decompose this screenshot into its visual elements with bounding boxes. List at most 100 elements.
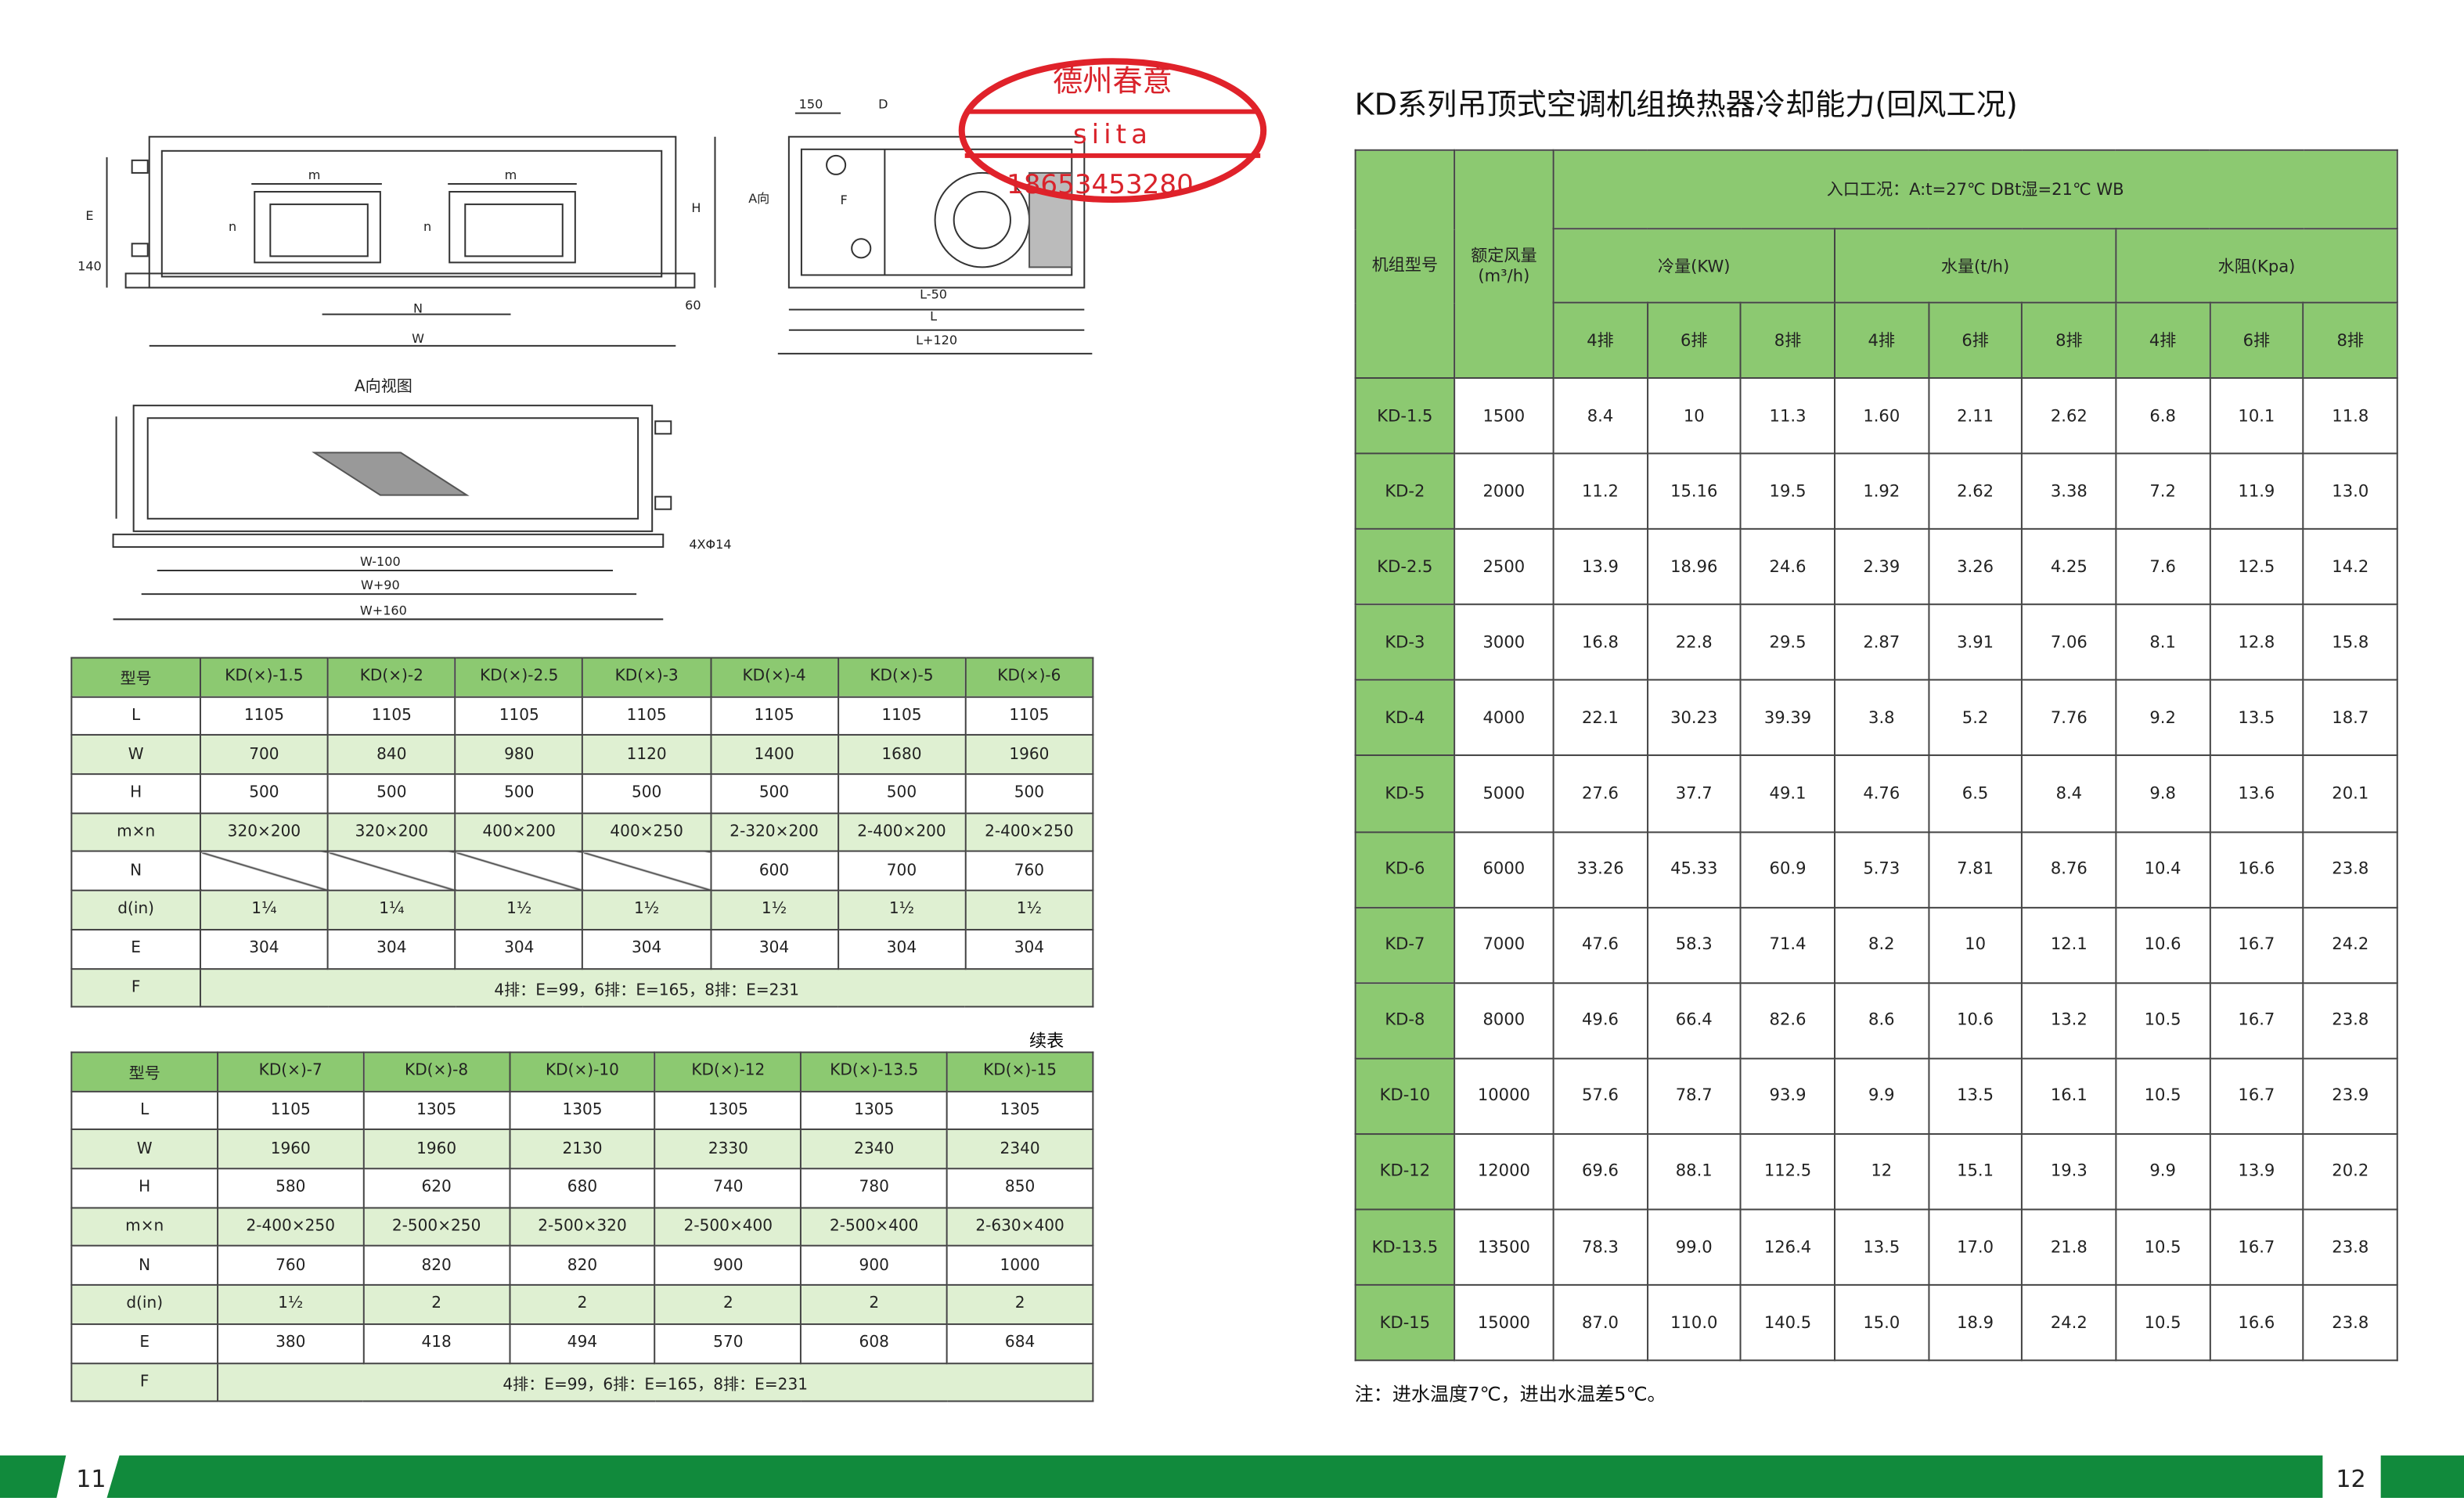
row-label: W — [70, 1128, 219, 1170]
cell: 3.8 — [1833, 679, 1929, 757]
front-view — [106, 135, 716, 347]
empty-cell — [582, 851, 711, 892]
cell: 23.9 — [2302, 1057, 2398, 1135]
table-row: KD-4 4000 22.1 30.23 39.39 3.8 5.2 7.76 9.2 13.5 1… — [1354, 679, 2398, 757]
cell: 2.62 — [1927, 452, 2023, 531]
cell: 494 — [508, 1323, 657, 1364]
cell: 10 — [1927, 906, 2023, 984]
cell: 23.8 — [2302, 1208, 2398, 1287]
dimension-label: m — [308, 167, 321, 182]
cell: 18.96 — [1646, 528, 1742, 606]
cell: 11.2 — [1552, 452, 1648, 531]
header-cell: KD(×)-8 — [362, 1051, 510, 1092]
cell: 700 — [837, 851, 967, 892]
cell: 2-500×400 — [654, 1206, 802, 1247]
header-cell: 6排 — [1927, 301, 2023, 380]
capacity-title: KD系列吊顶式空调机组换热器冷却能力(回风工况) — [1354, 88, 2018, 123]
cell: 8000 — [1454, 981, 1554, 1060]
cell: 19.5 — [1740, 452, 1835, 531]
row-label: L — [70, 1090, 219, 1131]
table-row: KD-13.5 13500 78.3 99.0 126.4 13.5 17.0 21.8 10.… — [1354, 1208, 2398, 1287]
table-row: KD-15 15000 87.0 110.0 140.5 15.0 18.9 24.2 10.5… — [1354, 1284, 2398, 1362]
cell: 87.0 — [1552, 1284, 1648, 1362]
model-cell: KD-10 — [1354, 1057, 1456, 1135]
cell: 12 — [1833, 1132, 1929, 1211]
cell: 15.0 — [1833, 1284, 1929, 1362]
header-cell: 机组型号 — [1354, 149, 1456, 380]
header-cell: 4排 — [1552, 301, 1648, 380]
cell: 700 — [199, 734, 329, 776]
cell: 11.8 — [2302, 377, 2398, 455]
cell: 1680 — [837, 734, 967, 776]
dimension-label: E — [85, 208, 93, 223]
table-row: E 380 418 494 570 608 684 — [70, 1323, 1094, 1364]
cell: 1105 — [709, 696, 839, 736]
model-cell: KD-6 — [1354, 830, 1456, 909]
note: 注：进水温度7℃，进出水温差5℃。 — [1354, 1383, 1666, 1406]
header-cell: KD(×)-10 — [508, 1051, 657, 1092]
cell: 1105 — [326, 696, 456, 736]
cell: 980 — [454, 734, 584, 776]
cell: 7.06 — [2021, 603, 2117, 682]
cell: 900 — [800, 1245, 948, 1287]
cell: 320×200 — [199, 812, 329, 853]
cell: 2500 — [1454, 528, 1554, 606]
cell: 13.2 — [2021, 981, 2117, 1060]
header-cell: 额定风量(m³/h) — [1454, 149, 1554, 380]
model-cell: KD-4 — [1354, 679, 1456, 757]
cell: 1.92 — [1833, 452, 1929, 531]
row-label: F — [70, 1362, 219, 1402]
dimension-label: L+120 — [916, 333, 957, 347]
cell: 13.6 — [2209, 754, 2304, 833]
cell: 13.5 — [1833, 1208, 1929, 1287]
cell: 304 — [199, 928, 329, 970]
stamp: 德州春意 siita 18653453280 — [958, 58, 1267, 203]
header-cell: KD(×)-3 — [582, 657, 711, 698]
table-row: KD-12 12000 69.6 88.1 112.5 12 15.1 19.3 9.9 13.9… — [1354, 1132, 2398, 1211]
cell: 1305 — [654, 1090, 802, 1131]
cell: 6000 — [1454, 830, 1554, 909]
cell: 58.3 — [1646, 906, 1742, 984]
cell: 2.87 — [1833, 603, 1929, 682]
cell: 1400 — [709, 734, 839, 776]
cell: 320×200 — [326, 812, 456, 853]
footer-bar: 11 12 — [0, 1455, 2464, 1499]
cell: 8.4 — [2021, 754, 2117, 833]
cell: 1120 — [582, 734, 711, 776]
f-row: F 4排：E=99，6排：E=165，8排：E=231 — [70, 1362, 1094, 1402]
cell: 380 — [217, 1323, 365, 1364]
table-row: N 760 820 820 900 900 1000 — [70, 1245, 1094, 1287]
table-row: E 304 304 304 304 304 304 304 — [70, 928, 1094, 970]
cell: 1960 — [964, 734, 1094, 776]
cell: 24.2 — [2302, 906, 2398, 984]
cell: 1000 — [946, 1245, 1094, 1287]
cell: 18.7 — [2302, 679, 2398, 757]
dimension-label: 60 — [685, 298, 701, 313]
dimension-label: n — [423, 219, 431, 234]
cell: 9.9 — [1833, 1057, 1929, 1135]
cell: 37.7 — [1646, 754, 1742, 833]
dimension-label: W-100 — [360, 554, 401, 569]
table-row: L 1105 1105 1105 1105 1105 1105 1105 — [70, 696, 1094, 736]
cell: 20.2 — [2302, 1132, 2398, 1211]
cell: 1¼ — [199, 890, 329, 930]
table-row: KD-1.5 1500 8.4 10 11.3 1.60 2.11 2.62 6.8 10.1 11… — [1354, 377, 2398, 455]
cell: 1¼ — [326, 890, 456, 930]
header-row: 4排 6排 8排 4排 6排 8排 4排 6排 8排 — [1356, 301, 2398, 380]
header-row: 型号 KD(×)-1.5 KD(×)-2 KD(×)-2.5 KD(×)-3 KD(×)-… — [70, 657, 1094, 698]
cell: 16.7 — [2209, 906, 2304, 984]
cell: 1960 — [362, 1128, 510, 1170]
cell: 2 — [362, 1284, 510, 1325]
table-row: W 1960 1960 2130 2330 2340 2340 — [70, 1128, 1094, 1170]
cell: 7000 — [1454, 906, 1554, 984]
cell: 69.6 — [1552, 1132, 1648, 1211]
cell: 7.6 — [2115, 528, 2211, 606]
cell: 1305 — [800, 1090, 948, 1131]
cell: 10.4 — [2115, 830, 2211, 909]
header-cell: 4排 — [1833, 301, 1929, 380]
stamp-name: 德州春意 — [1053, 63, 1173, 98]
cell: 49.1 — [1740, 754, 1835, 833]
cell: 6.8 — [2115, 377, 2211, 455]
stamp-brand: siita — [1073, 119, 1152, 150]
